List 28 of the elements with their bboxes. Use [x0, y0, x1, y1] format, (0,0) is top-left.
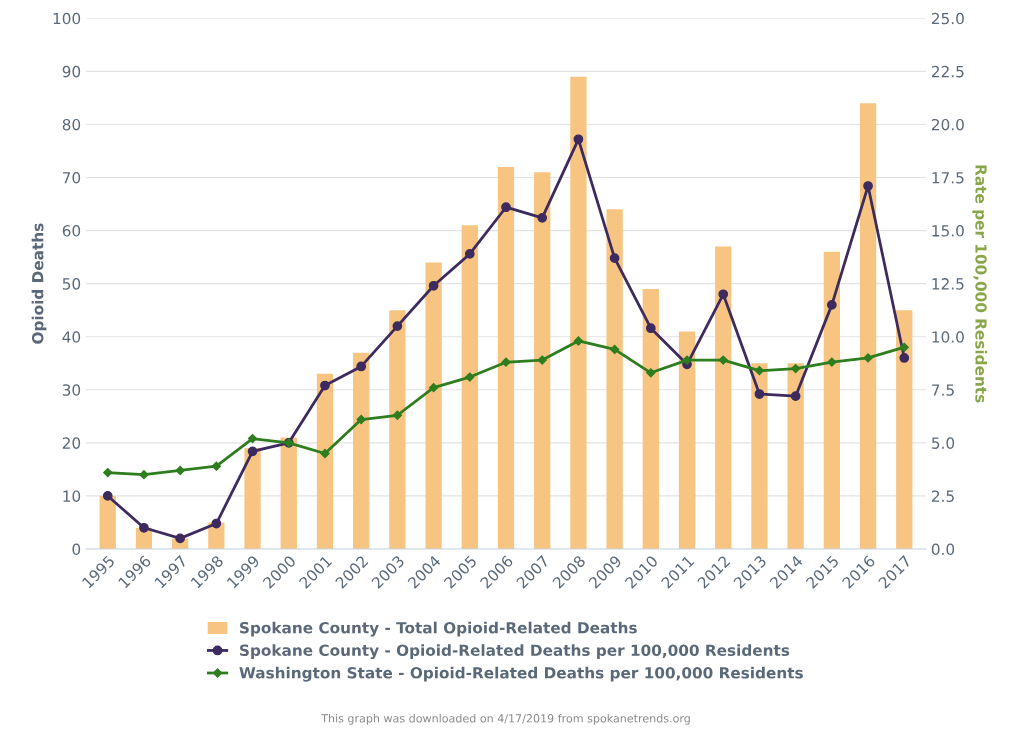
y2-tick-label: 20.0	[931, 118, 964, 131]
y-tick-label: 30	[62, 384, 81, 396]
y-tick-label: 50	[62, 278, 81, 290]
y-tick-label: 40	[62, 331, 81, 343]
legend-label: Washington State - Opioid-Related Deaths per 100,000 Residents	[239, 666, 803, 682]
y2-tick-label: 12.5	[932, 278, 964, 290]
y-axis-title: Opioid Deaths	[31, 223, 47, 344]
y2-tick-label: 7.5	[932, 384, 954, 396]
y-tick-label: 70	[62, 171, 81, 184]
y2-axis-title: Rate per 100,000 Residents	[972, 165, 988, 403]
legend-label: Spokane County - Total Opioid-Related Deaths	[240, 621, 637, 637]
legend-label: Spokane County - Opioid-Related Deaths per 100,000 Residents	[240, 644, 790, 660]
y2-tick-label: 5.0	[932, 437, 955, 449]
y2-tick-label: 25.0	[931, 12, 964, 25]
text: This graph was downloaded on 4/17/2019 from spokanetrends.org	[321, 713, 690, 725]
y2-tick-label: 10.0	[932, 331, 964, 343]
y2-tick-label: 22.5	[931, 65, 964, 78]
y2-tick-label: 2.5	[931, 490, 954, 502]
y-tick-label: 80	[62, 118, 81, 131]
y-tick-label: 60	[62, 225, 81, 237]
y2-tick-label: 15.0	[932, 225, 964, 237]
y-tick-label: 90	[62, 65, 81, 78]
y-tick-label: 10	[63, 490, 81, 502]
y-tick-label: 100	[53, 12, 81, 25]
y2-tick-label: 0.0	[931, 543, 955, 556]
y-tick-label: 20	[62, 437, 81, 449]
y-tick-label: 0	[72, 543, 81, 556]
y2-tick-label: 17.5	[932, 172, 964, 184]
